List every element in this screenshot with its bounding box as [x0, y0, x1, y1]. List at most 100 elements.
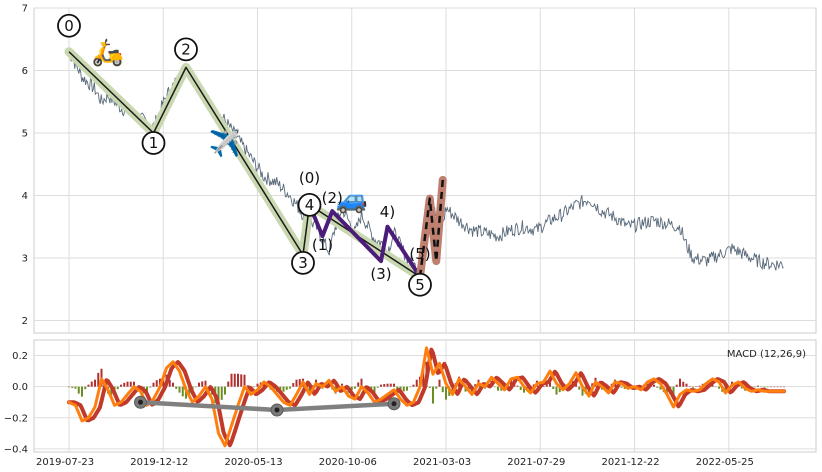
macd-histogram-bar — [97, 372, 100, 387]
macd-histogram-bar — [542, 385, 545, 387]
macd-histogram-bar — [81, 386, 83, 397]
macd-histogram-bar — [438, 379, 441, 387]
macd-histogram-bar — [760, 386, 763, 388]
macd-signal-line — [67, 347, 786, 448]
price-y-tick-label: 7 — [22, 4, 28, 15]
macd-histogram-bar — [688, 386, 691, 387]
x-tick-label: 2019-12-12 — [130, 457, 188, 468]
macd-histogram-bar — [120, 384, 122, 387]
macd-histogram-bar — [441, 386, 444, 393]
macd-histogram-bar — [175, 386, 178, 389]
macd-histogram-bar — [389, 383, 392, 387]
macd-histogram-bar — [757, 385, 759, 387]
macd-histogram-bar — [376, 386, 379, 388]
macd-histogram-bar — [129, 381, 132, 387]
macd-histogram-bar — [679, 378, 681, 387]
macd-histogram-bar — [172, 382, 174, 387]
airplane-icon: ✈️ — [209, 127, 241, 159]
macd-histogram-bar — [510, 379, 512, 387]
macd-histogram-bar — [357, 382, 360, 387]
wave-label-circle — [57, 13, 81, 38]
macd-histogram-bar — [451, 386, 454, 394]
macd-histogram-bar — [773, 386, 776, 388]
macd-y-tick-label: 0.2 — [12, 351, 28, 362]
wave-label-circle — [174, 37, 198, 62]
price-grid — [34, 7, 816, 333]
macd-histogram-bar — [240, 374, 243, 387]
macd-histogram-bar — [718, 386, 720, 389]
macd-histogram-bar — [591, 383, 594, 387]
macd-histogram-bar — [695, 386, 698, 387]
macd-y-tick-label: −0.4 — [4, 444, 28, 455]
macd-histogram-bar — [386, 383, 389, 387]
macd-histogram-bar — [149, 386, 152, 388]
macd-histogram-bar — [672, 386, 675, 395]
macd-histogram-bar — [133, 381, 135, 387]
macd-histogram-bar — [435, 386, 438, 389]
x-tick-labels: 2019-07-23 2019-12-12 2020-05-13 2020-10-06… — [36, 457, 754, 468]
macd-histogram-bar — [406, 386, 408, 391]
macd-histogram-bar — [292, 383, 295, 387]
macd-histogram-bar — [246, 385, 249, 387]
macd-histogram-bar — [698, 385, 701, 387]
macd-histogram-bar — [783, 386, 785, 388]
macd-histogram-bar — [155, 380, 158, 387]
x-tick-label: 2020-05-13 — [225, 457, 283, 468]
macd-histogram-bar — [152, 382, 155, 387]
macd-histogram-bar — [692, 386, 694, 388]
macd-histogram-bar — [519, 386, 522, 391]
wave-label-circle — [408, 272, 432, 297]
macd-histogram-bar — [116, 386, 119, 390]
price-y-tick-label: 4 — [22, 191, 28, 202]
macd-histogram-bar — [523, 386, 525, 393]
macd-histogram-bar — [623, 386, 626, 389]
elliott-wave-layer — [64, 47, 447, 282]
wave-label-circle — [141, 131, 166, 155]
macd-histogram-bar — [74, 386, 77, 389]
macd-histogram-bar — [168, 379, 171, 387]
sub-wave-label: (3) — [370, 265, 391, 283]
icons-layer: 🛵 ✈️ 🚙 — [92, 38, 368, 215]
macd-histogram-bar — [201, 381, 204, 387]
macd-histogram-bar — [555, 386, 558, 395]
wave-label: 1 — [149, 134, 159, 152]
macd-histogram-bar — [653, 384, 655, 387]
macd-histogram-bar — [763, 386, 766, 388]
macd-histogram-bar — [422, 367, 425, 387]
macd-histogram-bar — [666, 386, 668, 394]
divergence-point-center — [391, 401, 397, 407]
x-tick-label: 2021-12-22 — [602, 457, 660, 468]
macd-histogram-bar — [675, 384, 678, 387]
macd-histogram-bar — [243, 374, 246, 387]
macd-histogram-bar — [415, 379, 418, 387]
price-panel: 2 3 4 5 6 7 🛵 ✈️ 🚙 0 1 2 3 4 5 (0) (1) (2) (3) 4) (5) — [22, 4, 817, 334]
x-tick-label: 2020-10-06 — [319, 457, 377, 468]
x-tick-label: 2019-07-23 — [36, 457, 94, 468]
macd-histogram-bar — [188, 386, 191, 397]
macd-histogram-bar — [659, 386, 662, 390]
macd-histogram-bar — [230, 373, 233, 387]
macd-histogram-bar — [84, 386, 87, 390]
macd-histogram-bar — [532, 384, 535, 387]
macd-histogram-bar — [308, 386, 311, 395]
macd-histogram-bar — [71, 386, 74, 388]
macd-histogram-bar — [685, 383, 688, 387]
macd-panel: 0.2 0.0 −0.2 −0.4 MACD (12,26,9) — [4, 339, 817, 455]
macd-histogram-bar — [770, 386, 772, 388]
price-y-tick-label: 5 — [22, 129, 28, 140]
macd-histogram-bar — [123, 382, 126, 387]
car-icon: 🚙 — [336, 185, 368, 215]
macd-y-tick-labels: 0.2 0.0 −0.2 −0.4 — [4, 351, 28, 455]
macd-histogram-bar — [766, 386, 769, 388]
macd-histogram-bar — [256, 383, 259, 387]
macd-histogram-bar — [682, 381, 685, 387]
macd-histogram-bar — [224, 386, 226, 395]
macd-histogram-bar — [776, 386, 779, 388]
x-tick-label: 2021-07-29 — [507, 457, 565, 468]
macd-histogram-bar — [578, 386, 581, 390]
macd-histogram-bar — [94, 379, 96, 387]
wave-label: 4 — [305, 196, 315, 214]
macd-histogram-bar — [393, 383, 395, 387]
macd-histogram-bar — [233, 373, 236, 387]
macd-histogram-bar — [552, 386, 555, 390]
